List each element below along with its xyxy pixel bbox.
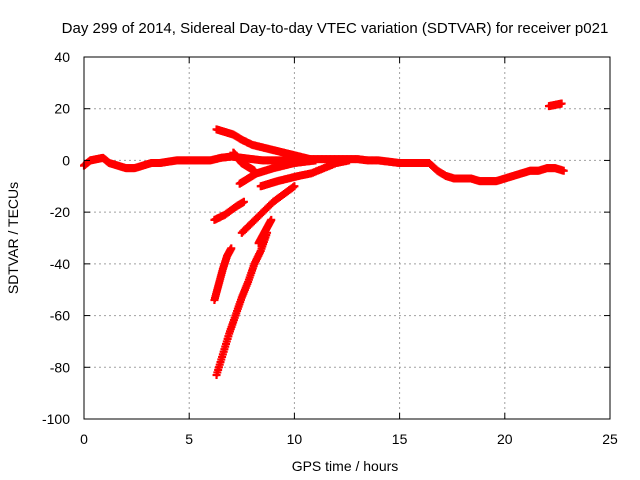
y-tick-label: 20 [54, 101, 70, 117]
chart-title: Day 299 of 2014, Sidereal Day-to-day VTE… [62, 20, 609, 37]
plot-frame [83, 56, 611, 420]
data-point [239, 197, 248, 206]
x-tick-label: 10 [287, 431, 303, 447]
data-point [250, 166, 259, 175]
series-kink [229, 148, 259, 175]
series-steep-2 [212, 228, 272, 380]
y-tick-label: -80 [50, 359, 70, 375]
y-tick-label: -100 [42, 411, 70, 427]
y-axis-label: SDTVAR / TECUs [5, 182, 21, 294]
series-steep-3 [254, 215, 276, 248]
data-point [559, 166, 568, 175]
series-mid-arc-2 [256, 156, 354, 191]
x-tick-label: 25 [602, 431, 618, 447]
series-descending-arc [237, 182, 299, 237]
data-point [345, 156, 354, 165]
axis-ticks: 0 5 10 15 20 25 -100 -80 -60 -40 -20 0 20 40 [42, 49, 618, 447]
series-mid-arc-1 [235, 156, 320, 188]
x-tick-label: 5 [185, 431, 193, 447]
x-tick-label: 0 [80, 431, 88, 447]
x-tick-label: 20 [497, 431, 513, 447]
y-tick-label: 40 [54, 49, 70, 65]
data-point [557, 99, 566, 108]
x-tick-label: 15 [392, 431, 408, 447]
y-tick-label: -20 [50, 204, 70, 220]
data-point [290, 182, 299, 191]
series-lower-arc [210, 197, 248, 224]
data-point [311, 156, 320, 165]
x-axis-label: GPS time / hours [292, 458, 399, 474]
series-late-high [544, 99, 566, 111]
data-point [267, 215, 276, 224]
y-tick-label: 0 [62, 152, 70, 168]
data-points [80, 99, 568, 380]
y-tick-label: -60 [50, 308, 70, 324]
y-tick-label: -40 [50, 256, 70, 272]
data-point [227, 244, 236, 253]
grid-lines [84, 57, 610, 419]
series-steep-1 [210, 244, 236, 305]
